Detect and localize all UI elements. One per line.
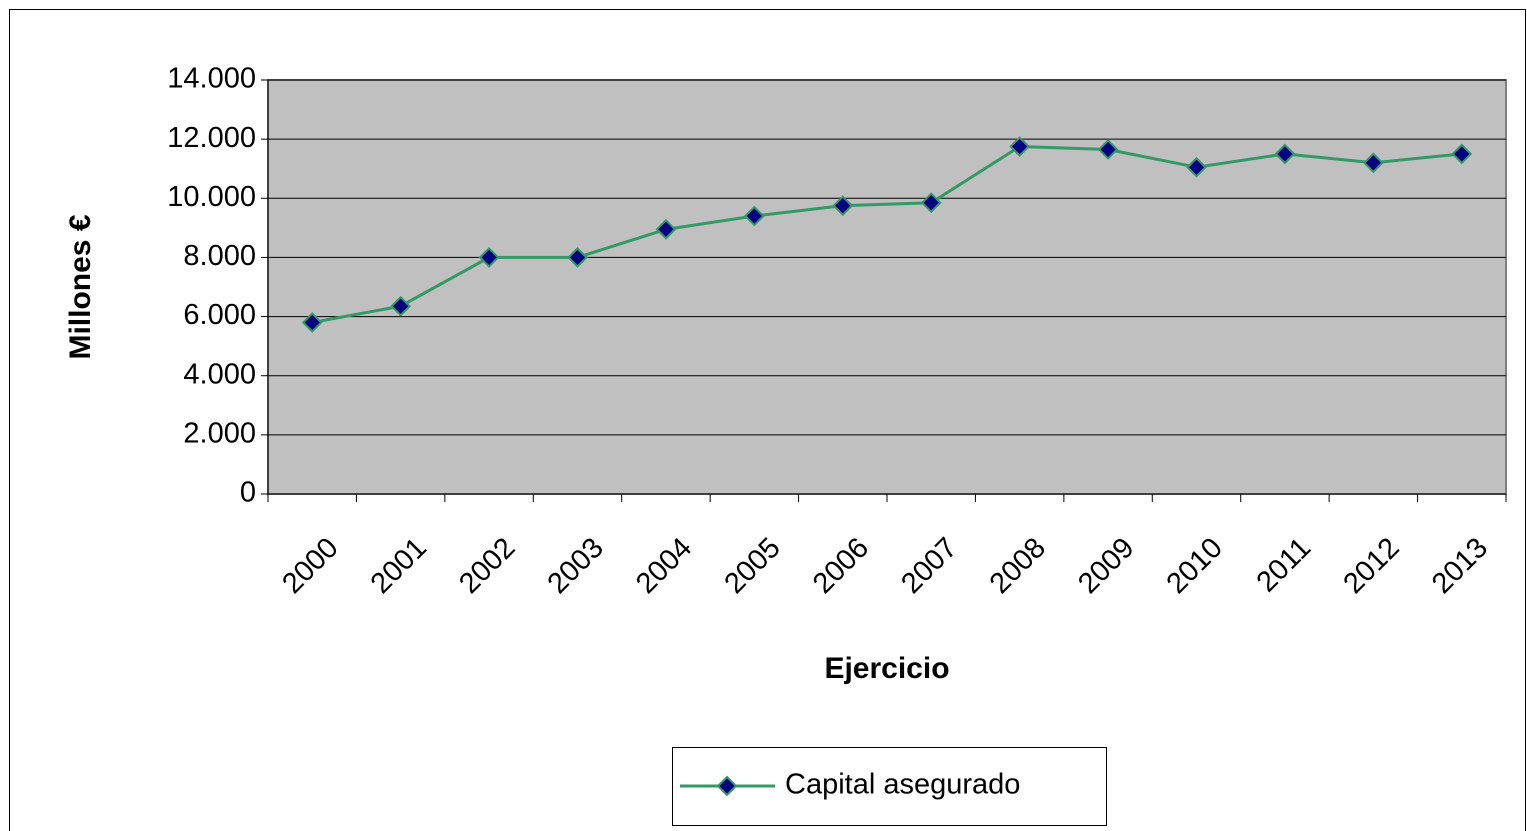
data-point — [567, 247, 588, 268]
legend-label: Capital asegurado — [785, 769, 1020, 801]
y-tick-label: 10.000 — [167, 181, 256, 213]
y-tick-label: 14.000 — [167, 63, 256, 95]
data-point — [1451, 143, 1473, 165]
data-point — [920, 192, 942, 214]
plot-area — [267, 79, 1507, 495]
series-line — [311, 145, 1462, 324]
x-axis-title: Ejercicio — [824, 652, 949, 685]
y-tick-label: 6.000 — [183, 299, 256, 331]
data-point — [1186, 156, 1207, 178]
y-tick-label: 4.000 — [183, 358, 256, 390]
y-tick-label: 0 — [240, 477, 256, 509]
data-point — [478, 247, 500, 268]
y-tick-label: 8.000 — [183, 240, 256, 272]
data-point — [655, 218, 677, 240]
data-point — [1362, 152, 1384, 174]
data-point — [1097, 139, 1119, 160]
data-point — [1009, 136, 1031, 157]
y-axis-title: Millones € — [64, 214, 97, 359]
data-point — [390, 295, 412, 317]
data-point — [1274, 143, 1296, 165]
y-tick-label: 12.000 — [167, 122, 256, 154]
data-point — [832, 195, 854, 217]
data-point — [301, 312, 323, 333]
data-point — [743, 205, 765, 227]
legend-marker — [716, 775, 738, 797]
y-tick-label: 2.000 — [183, 418, 256, 450]
